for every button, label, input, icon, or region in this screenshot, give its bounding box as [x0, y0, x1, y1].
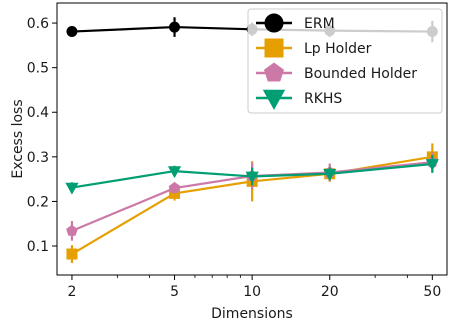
legend-label: RKHS — [304, 91, 342, 107]
series-rkhs — [65, 155, 439, 195]
legend-marker — [264, 13, 284, 33]
y-tick-label: 0.6 — [27, 16, 49, 32]
y-tick-label: 0.4 — [27, 105, 49, 121]
legend-entry: Lp Holder — [256, 38, 372, 58]
x-axis-label: Dimensions — [211, 306, 293, 322]
legend-label: Lp Holder — [304, 41, 372, 57]
y-tick-label: 0.3 — [27, 150, 49, 166]
legend-marker — [262, 89, 286, 110]
legend: ERM Lp Holder Bounded Holder RKHS — [247, 8, 443, 114]
data-point — [65, 182, 79, 195]
data-point — [169, 21, 181, 33]
x-tick-label: 50 — [423, 284, 441, 300]
data-point — [425, 159, 439, 172]
data-point — [66, 224, 78, 236]
legend-box — [247, 8, 443, 114]
y-axis-ticks: 0.1 0.2 0.3 0.4 0.5 0.6 — [27, 16, 57, 255]
y-tick-label: 0.5 — [27, 61, 49, 77]
x-tick-label: 10 — [243, 284, 261, 300]
series-lp-holder — [66, 143, 438, 263]
legend-entry: ERM — [256, 13, 335, 33]
legend-label: ERM — [304, 16, 335, 32]
legend-marker — [264, 38, 284, 58]
x-tick-label: 2 — [67, 284, 76, 300]
y-axis-label: Excess loss — [10, 99, 26, 178]
legend-marker — [263, 62, 285, 82]
data-point — [168, 181, 181, 193]
x-tick-label: 20 — [321, 284, 339, 300]
legend-label: Bounded Holder — [304, 66, 417, 82]
y-tick-label: 0.1 — [27, 239, 49, 255]
data-point — [167, 166, 182, 179]
data-point — [245, 171, 259, 184]
x-axis-ticks: 2 5 10 20 50 — [67, 275, 441, 300]
legend-entry: RKHS — [256, 89, 342, 110]
y-tick-label: 0.2 — [27, 194, 49, 210]
x-tick-label: 5 — [170, 284, 179, 300]
data-point — [323, 168, 337, 181]
data-point — [66, 26, 78, 38]
legend-entry: Bounded Holder — [256, 62, 417, 82]
data-point — [66, 248, 78, 260]
